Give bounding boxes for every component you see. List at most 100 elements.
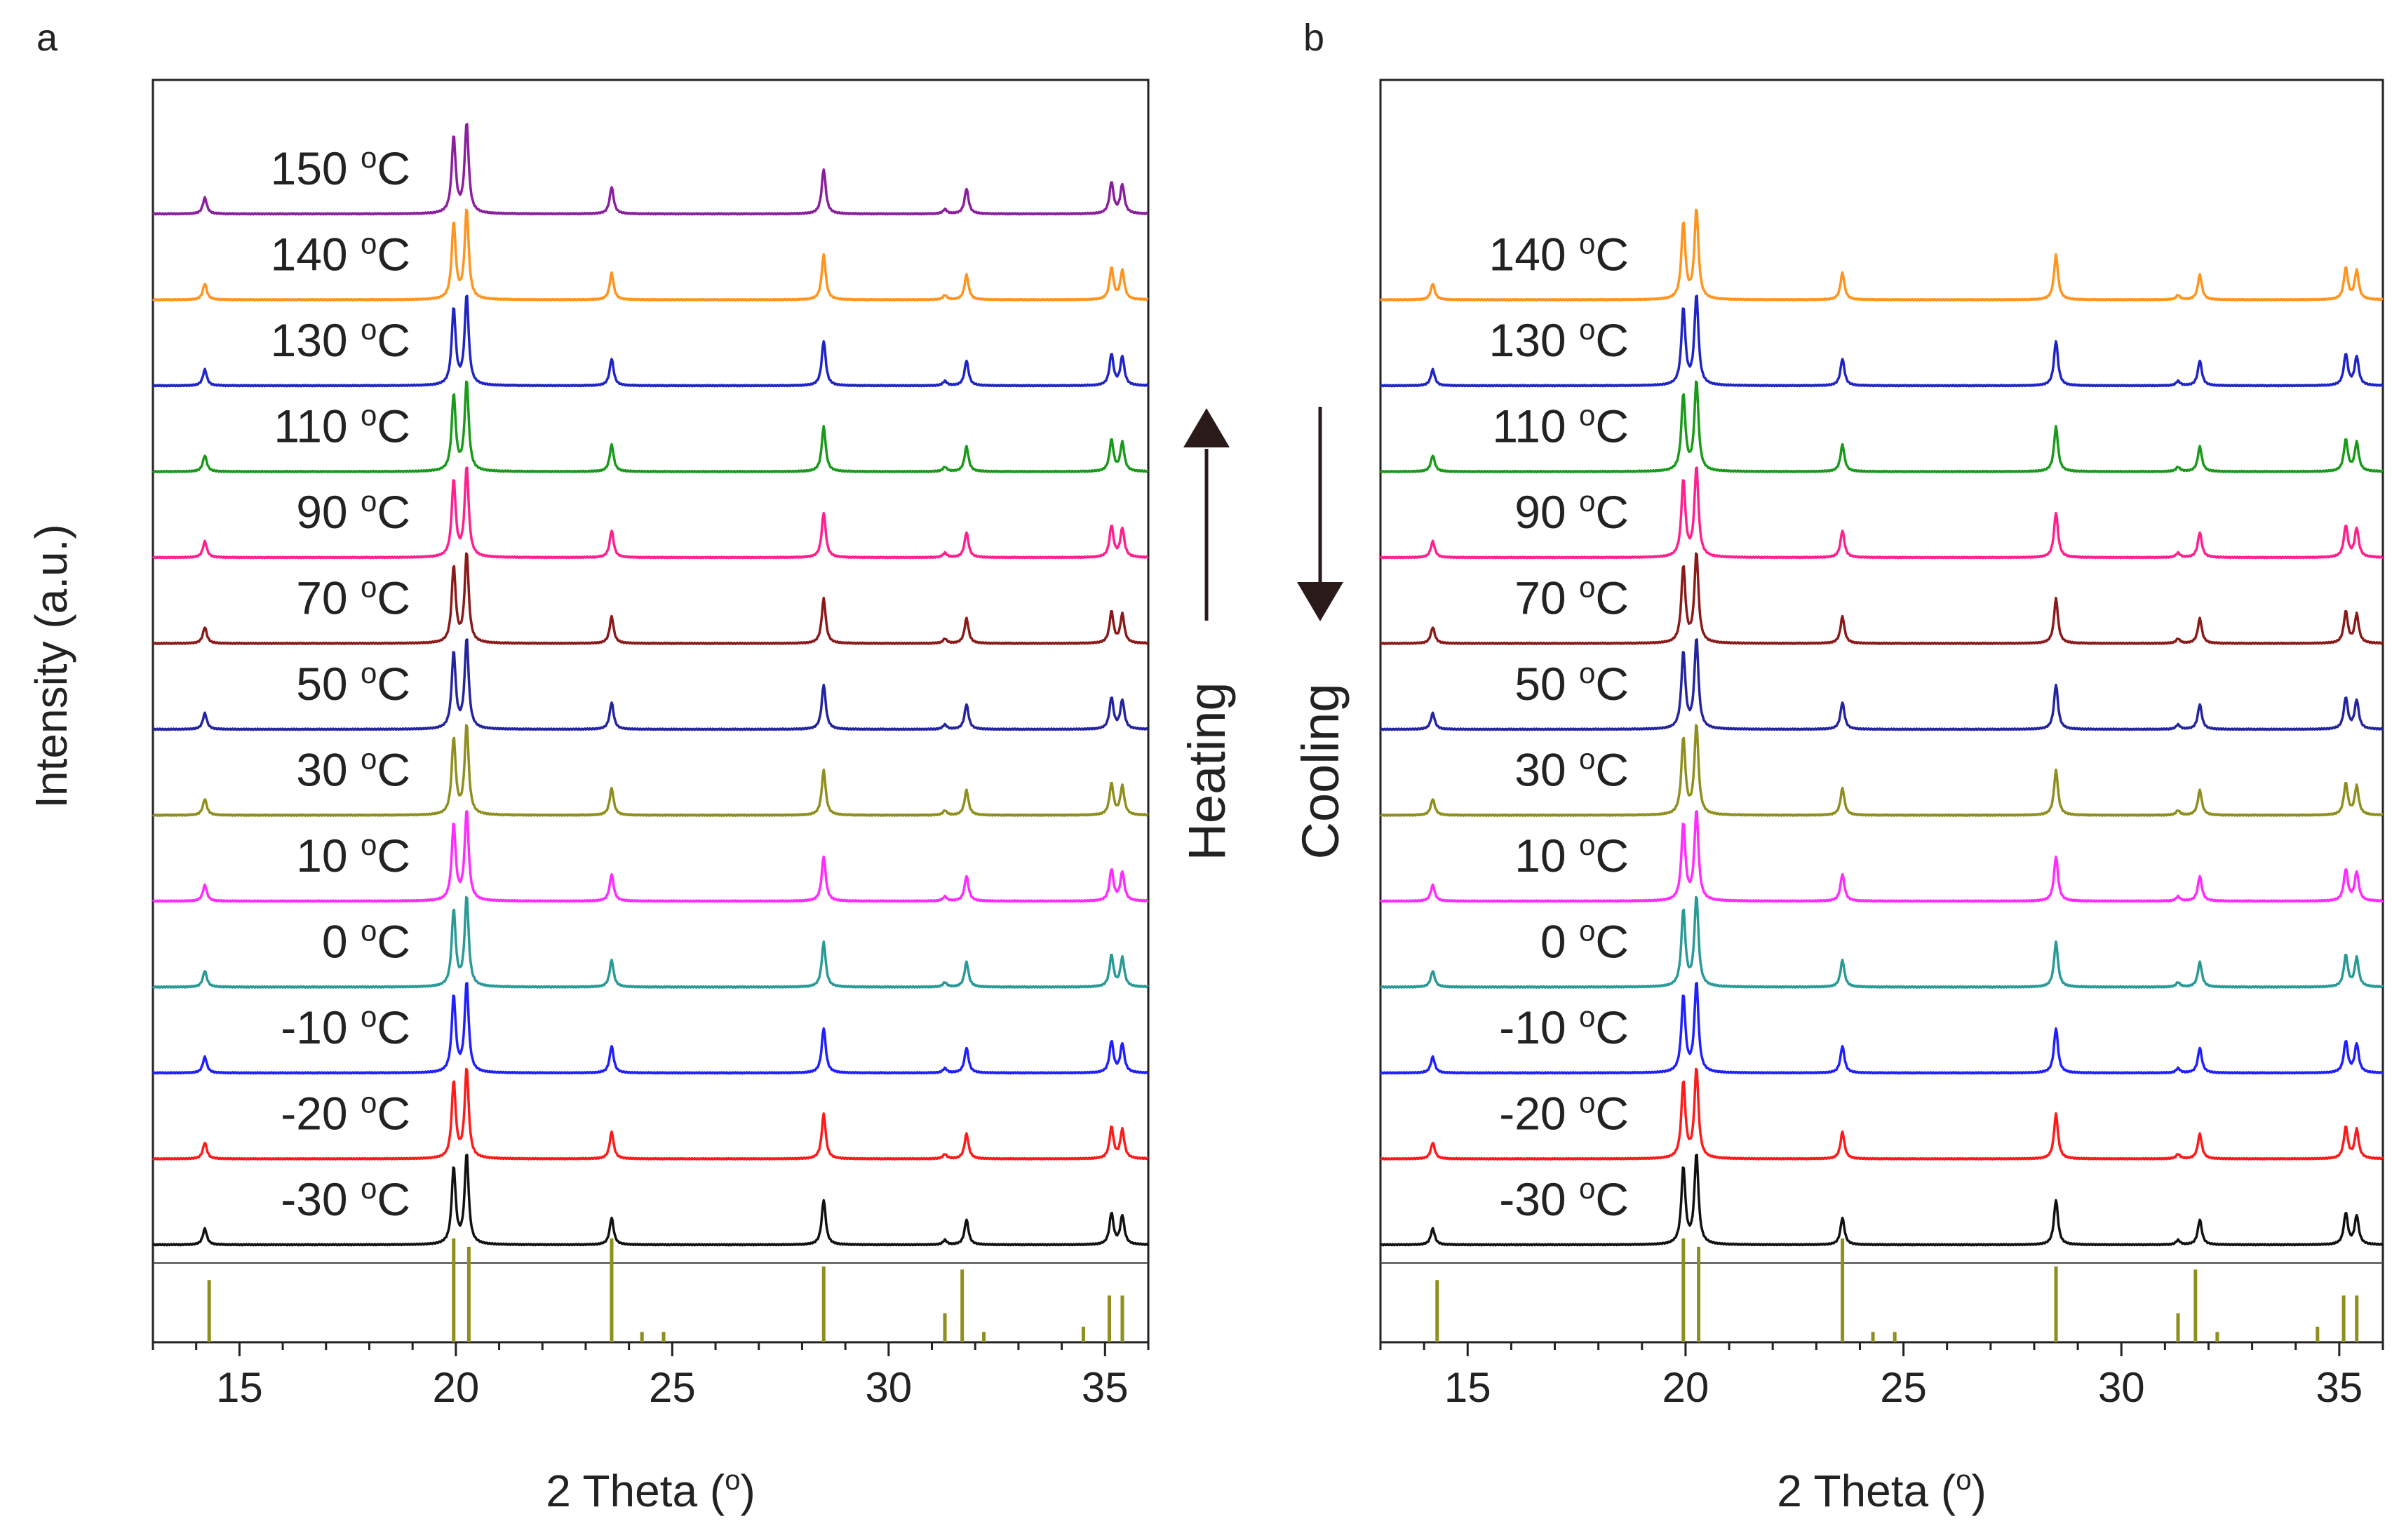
series-label-value: 90	[296, 486, 361, 538]
degree-symbol: o	[361, 743, 377, 776]
degree-symbol: o	[361, 485, 377, 518]
series-line-10	[152, 810, 1149, 903]
unit-celsius: C	[377, 830, 410, 882]
x-axis-title-suffix: )	[1971, 1466, 1986, 1516]
x-tick-label: 30	[865, 1364, 912, 1411]
series-label: -30 oC	[281, 1172, 410, 1225]
series-label-value: 50	[296, 658, 361, 710]
series-label-value: 110	[274, 400, 361, 452]
unit-celsius: C	[377, 916, 410, 968]
series-line-130	[1379, 295, 2384, 388]
degree-symbol: o	[1956, 1465, 1971, 1496]
degree-symbol: o	[361, 656, 377, 689]
series-label: -10 oC	[1499, 1000, 1629, 1053]
unit-celsius: C	[1595, 400, 1629, 452]
x-axis-title: 2 Theta (o)	[546, 1465, 755, 1516]
cooling-indicator: Cooling	[1291, 407, 1350, 859]
series-label-value: 10	[1514, 830, 1579, 882]
degree-symbol: o	[361, 313, 377, 346]
series-line-70	[1379, 552, 2384, 645]
degree-symbol: o	[1579, 313, 1595, 346]
x-tick-label: 15	[216, 1364, 263, 1411]
unit-celsius: C	[1595, 486, 1629, 538]
degree-symbol: o	[361, 1000, 377, 1033]
series-label: 90 oC	[1514, 485, 1629, 538]
series-label-value: 130	[271, 314, 361, 366]
heating-indicator: Heating	[1178, 408, 1236, 861]
panel-b-plot: 15 20 25 30 352 Theta (o)-30 oC-20 oC-10 oC0…	[1379, 79, 2384, 1516]
unit-celsius: C	[1595, 1088, 1629, 1140]
panel-b-letter: b	[1303, 17, 1324, 59]
series-line-130	[152, 295, 1149, 388]
degree-symbol: o	[1579, 1000, 1595, 1033]
series-line-30	[152, 724, 1149, 817]
series-line-140	[1379, 208, 2384, 302]
series-label-value: 110	[1492, 400, 1579, 452]
series-line-110	[1379, 380, 2384, 473]
unit-celsius: C	[377, 229, 410, 281]
heating-label: Heating	[1178, 682, 1236, 860]
series-label: 110 oC	[274, 399, 410, 452]
series-line-minus20	[1379, 1067, 2384, 1161]
series-label-value: 140	[271, 229, 361, 281]
unit-celsius: C	[1595, 1173, 1629, 1225]
series-label: 140 oC	[1489, 227, 1629, 281]
unit-celsius: C	[1595, 916, 1629, 968]
cooling-arrow-down-icon	[1297, 582, 1343, 621]
series-line-0	[152, 896, 1149, 989]
unit-celsius: C	[1595, 744, 1629, 796]
unit-celsius: C	[377, 572, 410, 624]
series-label: 0 oC	[322, 914, 410, 968]
series-label-value: -30	[1499, 1173, 1579, 1225]
series-label-value: 70	[1514, 572, 1579, 624]
x-tick-label: 35	[1082, 1364, 1129, 1411]
degree-symbol: o	[725, 1465, 740, 1496]
degree-symbol: o	[361, 571, 377, 604]
x-axis-title-prefix: 2 Theta (	[546, 1466, 725, 1516]
series-line-minus10	[1379, 982, 2384, 1075]
series-label: -30 oC	[1499, 1172, 1629, 1225]
x-tick-label: 25	[1880, 1364, 1927, 1411]
unit-celsius: C	[1595, 830, 1629, 882]
series-line-90	[152, 466, 1149, 560]
x-tick-label: 15	[1444, 1364, 1491, 1411]
degree-symbol: o	[361, 399, 377, 432]
series-label-value: 10	[296, 830, 361, 882]
degree-symbol: o	[361, 828, 377, 861]
series-label-value: 90	[1514, 486, 1579, 538]
degree-symbol: o	[1579, 227, 1595, 260]
series-label-value: 140	[1489, 229, 1579, 281]
unit-celsius: C	[377, 658, 410, 710]
series-label-value: 150	[271, 142, 361, 194]
series-line-70	[152, 552, 1149, 645]
degree-symbol: o	[361, 1172, 377, 1205]
unit-celsius: C	[1595, 1001, 1629, 1053]
series-label-value: -10	[281, 1001, 361, 1053]
degree-symbol: o	[1579, 914, 1595, 947]
y-axis-title: Intensity (a.u.)	[26, 524, 76, 809]
series-label: 70 oC	[1514, 571, 1629, 624]
degree-symbol: o	[1579, 1172, 1595, 1205]
series-label: 50 oC	[1514, 656, 1629, 710]
series-label-value: 30	[296, 744, 361, 796]
unit-celsius: C	[1595, 229, 1629, 281]
series-label: 130 oC	[1489, 313, 1629, 366]
degree-symbol: o	[361, 914, 377, 947]
series-label-value: -20	[281, 1088, 361, 1140]
panel-a-plot: 15 20 25 30 352 Theta (o)-30 oC-20 oC-10 oC0…	[152, 79, 1150, 1516]
series-label: 90 oC	[296, 485, 410, 538]
series-line-50	[152, 638, 1149, 731]
plot-frame	[152, 79, 1150, 1344]
series-label-value: 70	[296, 572, 361, 624]
series-label-value: 0	[322, 916, 361, 968]
series-line-90	[1379, 466, 2384, 560]
series-line-minus30	[152, 1154, 1149, 1247]
series-label: 0 oC	[1540, 914, 1629, 968]
series-label-value: 0	[1540, 916, 1579, 968]
unit-celsius: C	[377, 744, 410, 796]
panel-a-letter: a	[36, 17, 58, 59]
x-tick-label: 20	[432, 1364, 479, 1411]
plot-frame	[1379, 79, 2384, 1344]
unit-celsius: C	[377, 400, 410, 452]
series-label: 110 oC	[1492, 399, 1629, 452]
